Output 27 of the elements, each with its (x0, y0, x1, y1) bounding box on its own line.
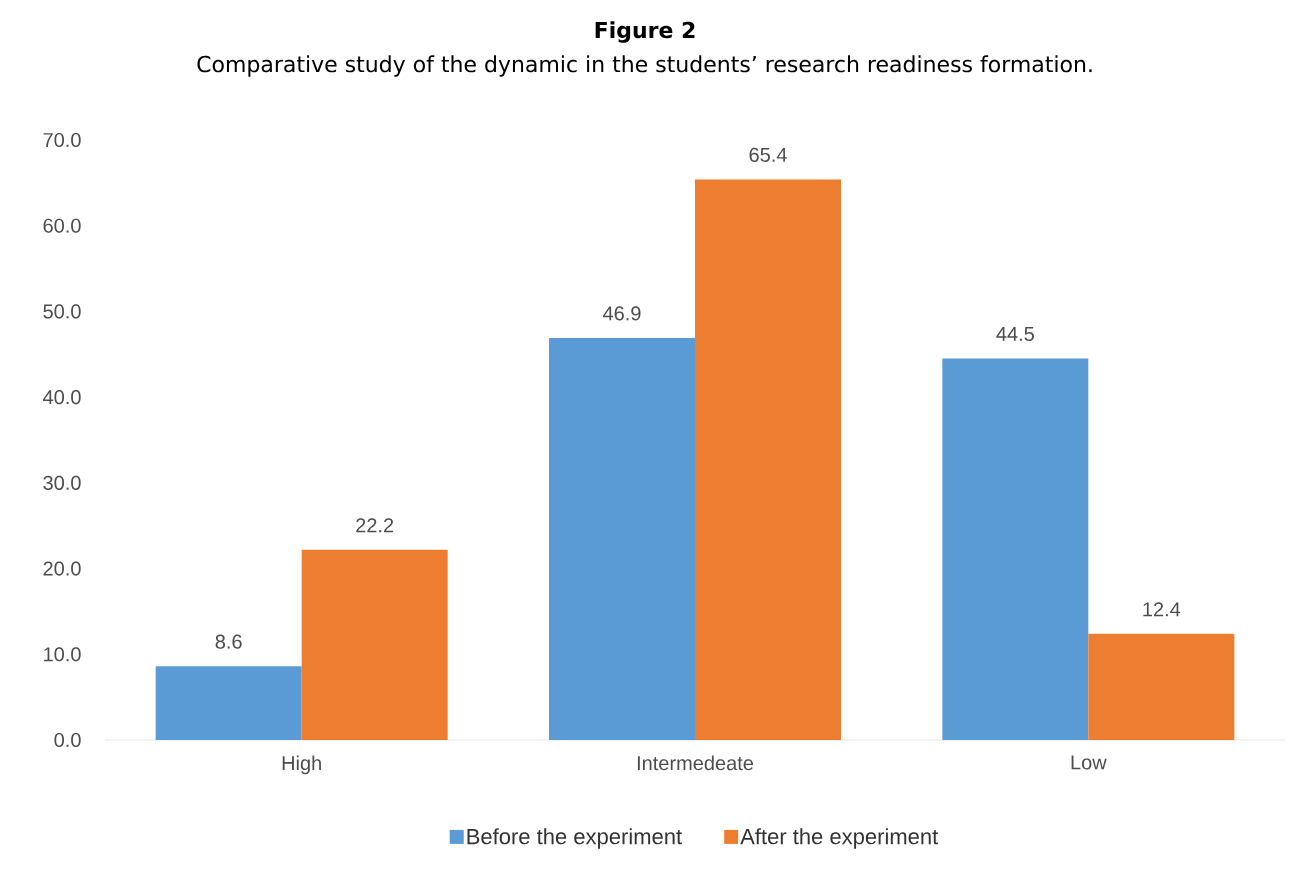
x-tick-label: Intermedeate (637, 755, 754, 771)
legend-label: After the experiment (740, 828, 939, 849)
data-label: 12.4 (1143, 602, 1181, 617)
bar (155, 666, 302, 740)
data-label: 65.4 (749, 147, 787, 162)
chart-title: Figure 2 (595, 21, 695, 43)
y-tick-label: 70.0 (43, 132, 81, 148)
data-label: 46.9 (602, 306, 641, 321)
bar (1088, 633, 1235, 740)
chart-subtitle: Comparative study of the dynamic in the students’ research readiness formation. (197, 55, 1092, 77)
legend-label: Before the experiment (467, 828, 682, 849)
data-label: 8.6 (215, 634, 242, 649)
y-tick-label: 20.0 (43, 561, 81, 576)
y-tick-label: 60.0 (43, 218, 81, 233)
data-label: 22.2 (356, 518, 394, 533)
bar (942, 358, 1089, 740)
bar (549, 338, 695, 740)
y-tick-label: 30.0 (43, 475, 81, 490)
bar (695, 179, 841, 740)
y-tick-label: 40.0 (43, 390, 81, 405)
bar (301, 549, 448, 740)
data-label: 44.5 (996, 327, 1034, 342)
y-tick-label: 50.0 (43, 304, 81, 319)
x-tick-label: High (282, 755, 321, 775)
x-tick-label: Low (1071, 755, 1107, 770)
y-tick-label: 0.0 (54, 732, 81, 748)
y-tick-label: 10.0 (44, 647, 81, 662)
